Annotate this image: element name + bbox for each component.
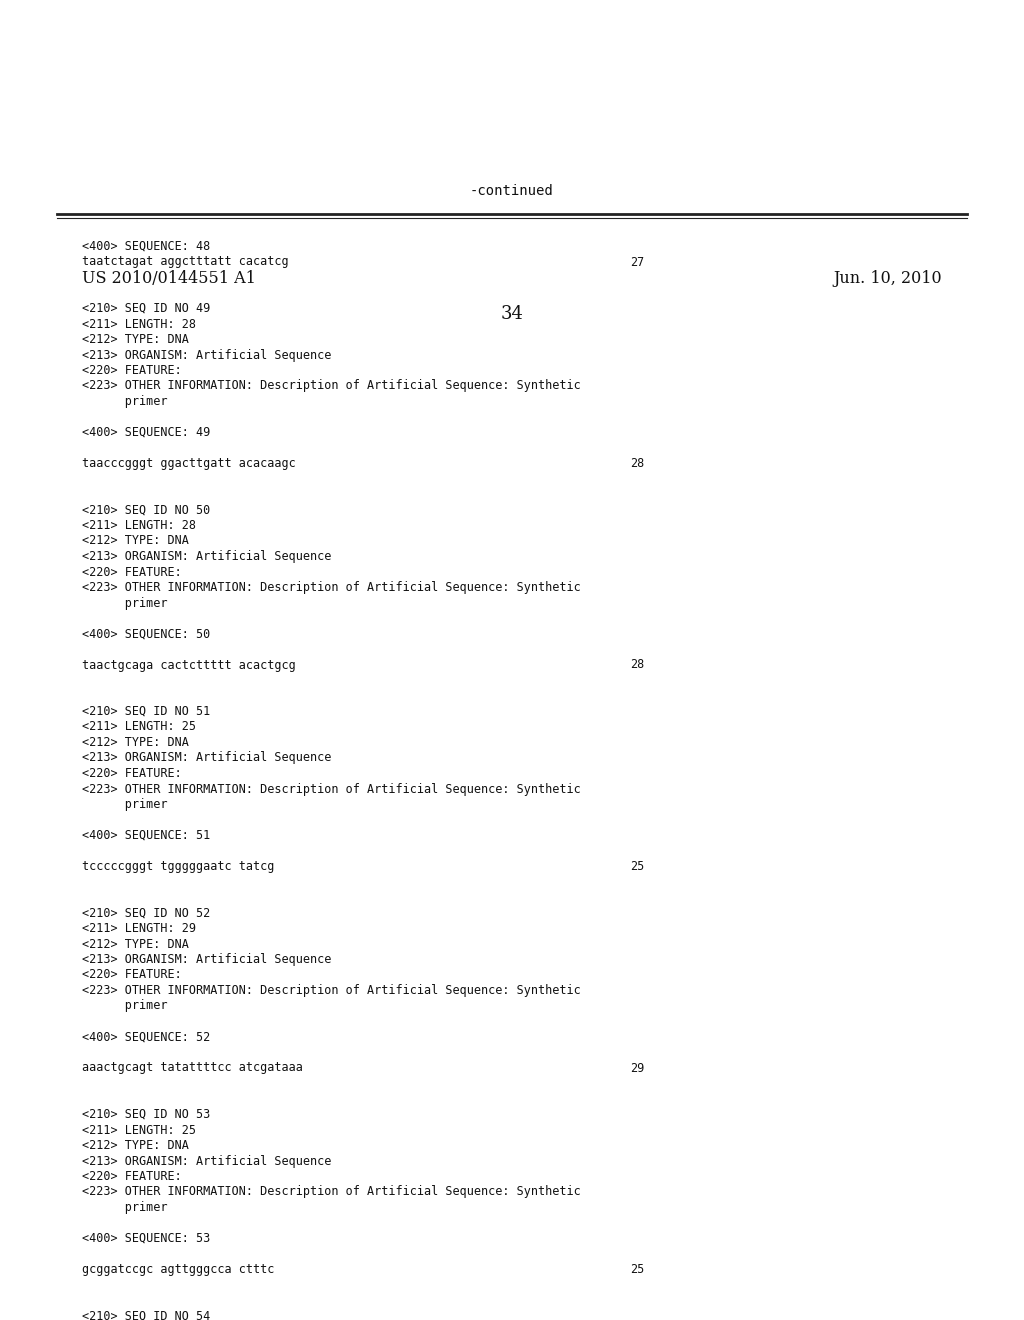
Text: 34: 34 (501, 305, 523, 323)
Text: tcccccgggt tgggggaatc tatcg: tcccccgggt tgggggaatc tatcg (82, 861, 274, 873)
Text: US 2010/0144551 A1: US 2010/0144551 A1 (82, 271, 256, 286)
Text: taacccgggt ggacttgatt acacaagc: taacccgggt ggacttgatt acacaagc (82, 457, 296, 470)
Text: <220> FEATURE:: <220> FEATURE: (82, 1170, 181, 1183)
Text: <212> TYPE: DNA: <212> TYPE: DNA (82, 333, 188, 346)
Text: <220> FEATURE:: <220> FEATURE: (82, 767, 181, 780)
Text: <223> OTHER INFORMATION: Description of Artificial Sequence: Synthetic: <223> OTHER INFORMATION: Description of … (82, 783, 581, 796)
Text: 29: 29 (630, 1061, 644, 1074)
Text: <400> SEQUENCE: 50: <400> SEQUENCE: 50 (82, 627, 210, 640)
Text: <400> SEQUENCE: 49: <400> SEQUENCE: 49 (82, 426, 210, 440)
Text: primer: primer (82, 999, 168, 1012)
Text: <400> SEQUENCE: 48: <400> SEQUENCE: 48 (82, 240, 210, 253)
Text: aaactgcagt tatattttcc atcgataaa: aaactgcagt tatattttcc atcgataaa (82, 1061, 303, 1074)
Text: <223> OTHER INFORMATION: Description of Artificial Sequence: Synthetic: <223> OTHER INFORMATION: Description of … (82, 581, 581, 594)
Text: primer: primer (82, 395, 168, 408)
Text: <210> SEQ ID NO 51: <210> SEQ ID NO 51 (82, 705, 210, 718)
Text: 28: 28 (630, 659, 644, 672)
Text: <220> FEATURE:: <220> FEATURE: (82, 969, 181, 982)
Text: <223> OTHER INFORMATION: Description of Artificial Sequence: Synthetic: <223> OTHER INFORMATION: Description of … (82, 380, 581, 392)
Text: <212> TYPE: DNA: <212> TYPE: DNA (82, 737, 188, 748)
Text: gcggatccgc agttgggcca ctttc: gcggatccgc agttgggcca ctttc (82, 1263, 274, 1276)
Text: <212> TYPE: DNA: <212> TYPE: DNA (82, 1139, 188, 1152)
Text: primer: primer (82, 1201, 168, 1214)
Text: <220> FEATURE:: <220> FEATURE: (82, 364, 181, 378)
Text: <213> ORGANISM: Artificial Sequence: <213> ORGANISM: Artificial Sequence (82, 953, 332, 966)
Text: <400> SEQUENCE: 53: <400> SEQUENCE: 53 (82, 1232, 210, 1245)
Text: taactgcaga cactcttttt acactgcg: taactgcaga cactcttttt acactgcg (82, 659, 296, 672)
Text: <211> LENGTH: 25: <211> LENGTH: 25 (82, 721, 196, 734)
Text: primer: primer (82, 597, 168, 610)
Text: <220> FEATURE:: <220> FEATURE: (82, 565, 181, 578)
Text: <213> ORGANISM: Artificial Sequence: <213> ORGANISM: Artificial Sequence (82, 751, 332, 764)
Text: <210> SEQ ID NO 49: <210> SEQ ID NO 49 (82, 302, 210, 315)
Text: 25: 25 (630, 861, 644, 873)
Text: <211> LENGTH: 25: <211> LENGTH: 25 (82, 1123, 196, 1137)
Text: <213> ORGANISM: Artificial Sequence: <213> ORGANISM: Artificial Sequence (82, 550, 332, 564)
Text: <213> ORGANISM: Artificial Sequence: <213> ORGANISM: Artificial Sequence (82, 1155, 332, 1167)
Text: -continued: -continued (470, 183, 554, 198)
Text: <210> SEQ ID NO 53: <210> SEQ ID NO 53 (82, 1107, 210, 1121)
Text: <210> SEQ ID NO 50: <210> SEQ ID NO 50 (82, 503, 210, 516)
Text: <210> SEQ ID NO 54: <210> SEQ ID NO 54 (82, 1309, 210, 1320)
Text: <400> SEQUENCE: 51: <400> SEQUENCE: 51 (82, 829, 210, 842)
Text: <211> LENGTH: 29: <211> LENGTH: 29 (82, 921, 196, 935)
Text: <211> LENGTH: 28: <211> LENGTH: 28 (82, 318, 196, 330)
Text: 28: 28 (630, 457, 644, 470)
Text: <213> ORGANISM: Artificial Sequence: <213> ORGANISM: Artificial Sequence (82, 348, 332, 362)
Text: Jun. 10, 2010: Jun. 10, 2010 (834, 271, 942, 286)
Text: <212> TYPE: DNA: <212> TYPE: DNA (82, 535, 188, 548)
Text: 25: 25 (630, 1263, 644, 1276)
Text: <210> SEQ ID NO 52: <210> SEQ ID NO 52 (82, 907, 210, 920)
Text: <400> SEQUENCE: 52: <400> SEQUENCE: 52 (82, 1031, 210, 1044)
Text: primer: primer (82, 799, 168, 810)
Text: 27: 27 (630, 256, 644, 268)
Text: <223> OTHER INFORMATION: Description of Artificial Sequence: Synthetic: <223> OTHER INFORMATION: Description of … (82, 983, 581, 997)
Text: <211> LENGTH: 28: <211> LENGTH: 28 (82, 519, 196, 532)
Text: <212> TYPE: DNA: <212> TYPE: DNA (82, 937, 188, 950)
Text: taatctagat aggctttatt cacatcg: taatctagat aggctttatt cacatcg (82, 256, 289, 268)
Text: <223> OTHER INFORMATION: Description of Artificial Sequence: Synthetic: <223> OTHER INFORMATION: Description of … (82, 1185, 581, 1199)
